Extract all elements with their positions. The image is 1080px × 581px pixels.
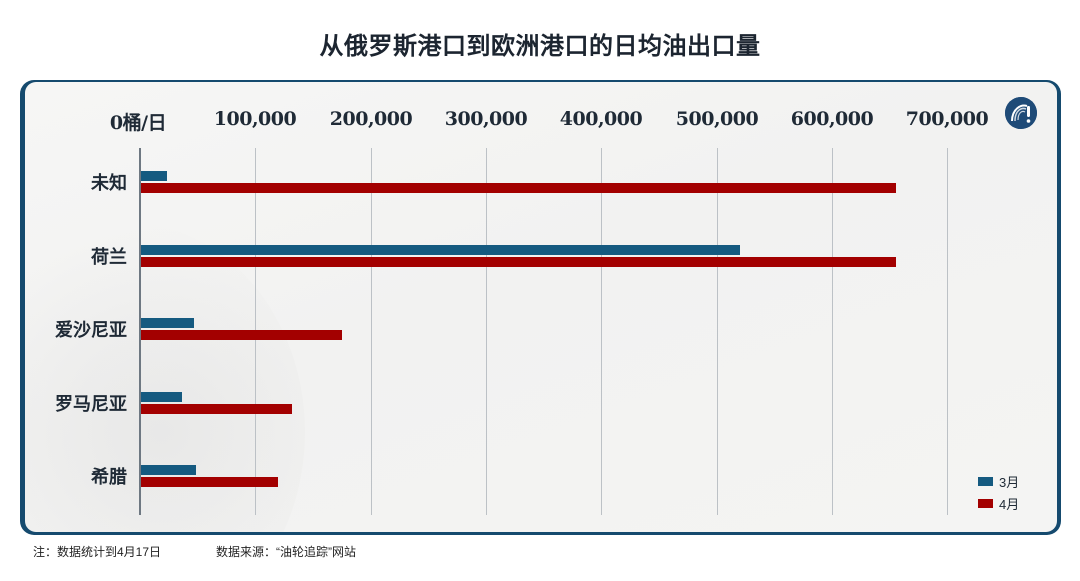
x-tick-label: 0桶/日: [109, 112, 167, 134]
x-tick-label: 300,000: [444, 108, 528, 130]
bar-april: [141, 330, 342, 340]
bar-march: [141, 318, 194, 328]
chart-legend: 3月 4月: [978, 470, 1019, 514]
legend-item-march: 3月: [978, 470, 1019, 492]
bar-march: [141, 392, 182, 402]
x-tick-label: 500,000: [675, 108, 759, 130]
publisher-logo-icon: [1005, 97, 1037, 129]
footer-source: 数据来源：“油轮追踪”网站: [216, 545, 356, 559]
category-label: 爱沙尼亚: [55, 320, 127, 341]
bar-march: [141, 465, 196, 475]
legend-label-march: 3月: [999, 474, 1020, 490]
gridline: [371, 148, 372, 515]
x-tick-label: 400,000: [559, 108, 643, 130]
gridline: [717, 148, 718, 515]
bar-april: [141, 257, 896, 267]
bar-march: [141, 171, 167, 181]
category-label: 罗马尼亚: [55, 393, 127, 415]
bar-april: [141, 404, 292, 414]
chart-panel: [20, 80, 1061, 535]
bar-april: [141, 183, 896, 193]
y-axis-line: [139, 148, 141, 515]
bar-march: [141, 245, 740, 255]
gridline: [947, 148, 948, 515]
x-tick-label: 600,000: [790, 108, 874, 130]
category-label: 荷兰: [91, 246, 127, 268]
gridline: [601, 148, 602, 515]
gridline: [486, 148, 487, 515]
category-label: 希腊: [91, 467, 127, 488]
chart-title: 从俄罗斯港口到欧洲港口的日均油出口量: [319, 32, 761, 60]
bar-april: [141, 477, 278, 487]
legend-label-april: 4月: [999, 496, 1020, 512]
x-tick-label: 700,000: [905, 108, 989, 130]
chart-panel-background: [25, 82, 1057, 532]
category-label: 未知: [91, 173, 127, 194]
footer-note: 注：数据统计到4月17日: [33, 545, 162, 559]
x-tick-label: 100,000: [213, 108, 297, 130]
legend-item-april: 4月: [978, 492, 1019, 514]
gridline: [832, 148, 833, 515]
legend-swatch-april: [978, 498, 993, 508]
legend-swatch-march: [978, 476, 993, 486]
x-tick-label: 200,000: [329, 108, 413, 130]
